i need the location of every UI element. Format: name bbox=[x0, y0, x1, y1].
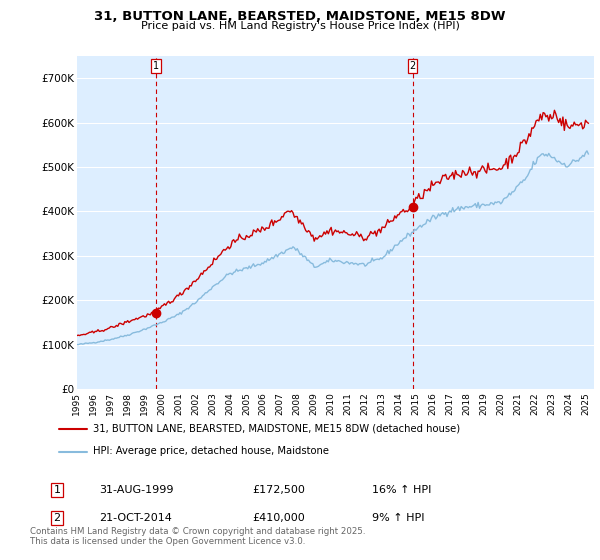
Text: 2: 2 bbox=[53, 513, 61, 523]
Text: 31-AUG-1999: 31-AUG-1999 bbox=[99, 485, 173, 495]
Text: Price paid vs. HM Land Registry's House Price Index (HPI): Price paid vs. HM Land Registry's House … bbox=[140, 21, 460, 31]
Text: 2: 2 bbox=[409, 61, 416, 71]
Text: 31, BUTTON LANE, BEARSTED, MAIDSTONE, ME15 8DW: 31, BUTTON LANE, BEARSTED, MAIDSTONE, ME… bbox=[94, 10, 506, 23]
Text: HPI: Average price, detached house, Maidstone: HPI: Average price, detached house, Maid… bbox=[92, 446, 329, 456]
Text: Contains HM Land Registry data © Crown copyright and database right 2025.
This d: Contains HM Land Registry data © Crown c… bbox=[30, 526, 365, 546]
Text: 21-OCT-2014: 21-OCT-2014 bbox=[99, 513, 172, 523]
Text: 1: 1 bbox=[153, 61, 159, 71]
Text: 1: 1 bbox=[53, 485, 61, 495]
Text: £172,500: £172,500 bbox=[252, 485, 305, 495]
Text: 9% ↑ HPI: 9% ↑ HPI bbox=[372, 513, 425, 523]
Text: £410,000: £410,000 bbox=[252, 513, 305, 523]
Text: 16% ↑ HPI: 16% ↑ HPI bbox=[372, 485, 431, 495]
Text: 31, BUTTON LANE, BEARSTED, MAIDSTONE, ME15 8DW (detached house): 31, BUTTON LANE, BEARSTED, MAIDSTONE, ME… bbox=[92, 423, 460, 433]
